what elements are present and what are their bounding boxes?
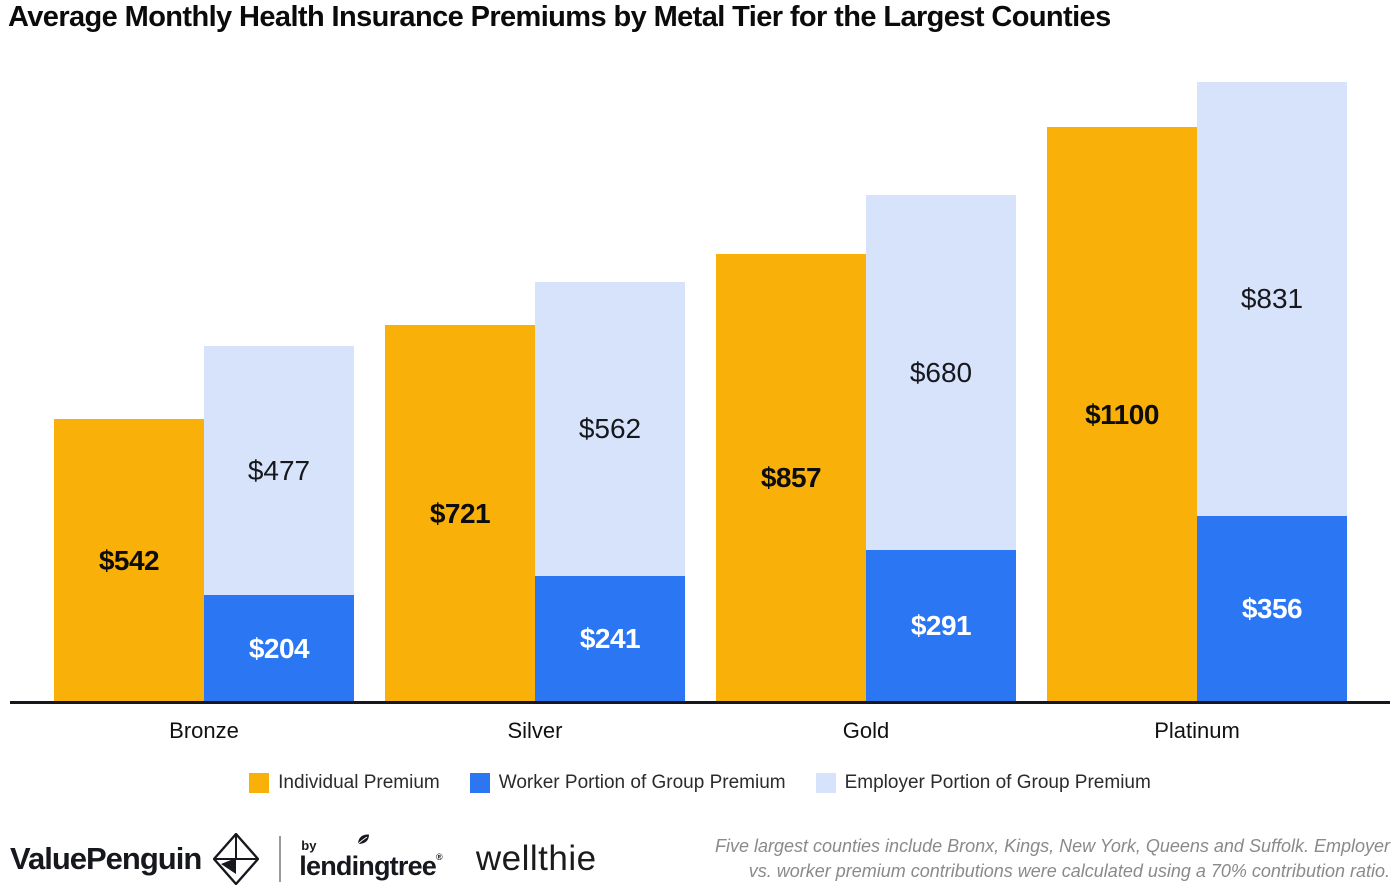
penguin-diamond-icon <box>213 833 260 885</box>
wellthie-logo: wellthie <box>475 839 597 878</box>
registered-mark: ® <box>436 851 443 862</box>
bar-group-premium-stack-gold: $680 $291 <box>866 195 1016 702</box>
segment-employer-portion-bronze: $477 <box>204 346 354 595</box>
bar-value-label: $680 <box>909 356 973 388</box>
segment-worker-portion-bronze: $204 <box>204 595 354 702</box>
segment-employer-portion-silver: $562 <box>535 282 685 576</box>
bar-value-label: $857 <box>760 462 822 493</box>
segment-worker-portion-silver: $241 <box>535 576 685 702</box>
x-axis-label-silver: Silver <box>507 718 563 743</box>
footnote-line-2: vs. worker premium contributions were ca… <box>748 861 1390 881</box>
bar-group-premium-stack-silver: $562 $241 <box>535 282 685 702</box>
bar-individual-premium-platinum: $1100 <box>1047 127 1197 702</box>
bar-value-label: $721 <box>429 497 491 529</box>
chart-title: Average Monthly Health Insurance Premium… <box>8 1 1111 33</box>
x-axis-label-platinum: Platinum <box>1154 718 1240 743</box>
bar-individual-premium-silver: $721 <box>385 325 535 702</box>
legend-label: Individual Premium <box>278 772 440 793</box>
bar-value-label: $831 <box>1240 283 1304 314</box>
legend-item-individual-premium: Individual Premium <box>249 772 440 794</box>
bar-value-label: $477 <box>247 454 311 486</box>
x-axis-label-bronze: Bronze <box>169 718 239 743</box>
footer: ValuePenguin by lendingtree® wellthie Fi… <box>10 832 1390 886</box>
segment-worker-portion-platinum: $356 <box>1197 516 1347 702</box>
bar-value-label: $204 <box>248 632 310 664</box>
legend: Individual Premium Worker Portion of Grou… <box>0 772 1400 794</box>
legend-swatch <box>249 773 270 793</box>
bar-value-label: $1100 <box>1085 398 1159 430</box>
bar-value-label: $291 <box>910 610 972 641</box>
lendingtree-wordmark: lendingtree <box>299 850 437 881</box>
bar-value-label: $542 <box>98 544 160 576</box>
legend-label: Employer Portion of Group Premium <box>844 772 1151 793</box>
segment-employer-portion-platinum: $831 <box>1197 82 1347 516</box>
legend-swatch <box>469 773 490 793</box>
segment-worker-portion-gold: $291 <box>866 550 1016 702</box>
legend-item-worker-portion-of-group-premium: Worker Portion of Group Premium <box>469 772 786 794</box>
segment-employer-portion-gold: $680 <box>866 195 1016 550</box>
valuepenguin-logo: ValuePenguin <box>10 841 202 876</box>
legend-item-employer-portion-of-group-premium: Employer Portion of Group Premium <box>815 772 1151 794</box>
by-label: by <box>301 837 317 853</box>
bar-individual-premium-bronze: $542 <box>54 419 204 702</box>
x-axis-label-gold: Gold <box>842 718 890 743</box>
bar-value-label: $356 <box>1241 593 1303 624</box>
bar-value-label: $562 <box>578 413 642 444</box>
leaf-icon <box>357 833 370 844</box>
footnote-line-1: Five largest counties include Bronx, Kin… <box>714 835 1390 856</box>
bar-value-label: $241 <box>579 623 641 654</box>
bar-group-premium-stack-bronze: $477 $204 <box>204 346 354 702</box>
bar-individual-premium-gold: $857 <box>716 254 866 702</box>
logo-divider <box>279 836 282 882</box>
legend-swatch <box>815 773 836 793</box>
footnote: Five largest counties include Bronx, Kin… <box>715 834 1390 884</box>
bar-group-premium-stack-platinum: $831 $356 <box>1197 82 1347 702</box>
x-axis-line <box>10 701 1390 704</box>
lendingtree-logo: by lendingtree® <box>299 833 443 881</box>
legend-label: Worker Portion of Group Premium <box>498 772 786 793</box>
